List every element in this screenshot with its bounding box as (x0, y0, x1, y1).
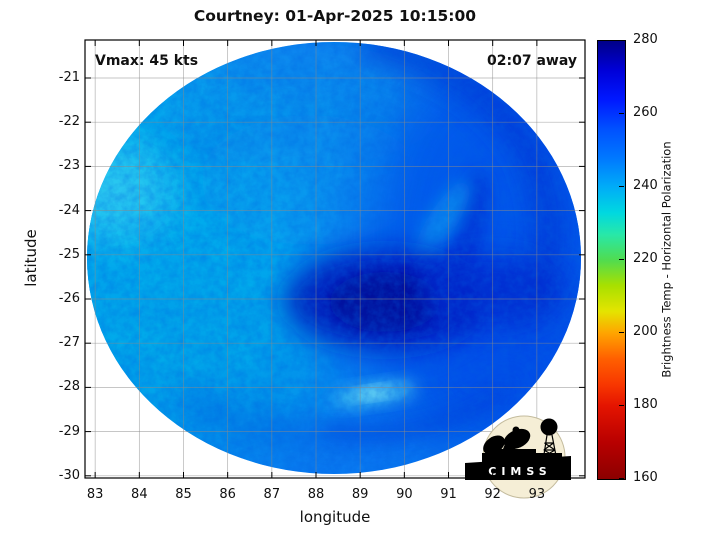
colorbar-tick-mark (619, 405, 624, 406)
y-tick-label: -24 (58, 202, 80, 218)
colorbar-tick-mark (619, 113, 624, 114)
x-tick-label: 92 (484, 487, 501, 502)
x-axis-label: longitude (299, 508, 371, 526)
y-tick-label: -26 (58, 290, 80, 306)
x-tick-label: 91 (440, 487, 457, 502)
y-tick-label: -29 (58, 423, 80, 439)
logo-banner (465, 456, 571, 480)
colorbar-tick-mark (619, 40, 624, 41)
colorbar-tick-label: 180 (633, 397, 658, 412)
colorbar-tick-label: 220 (633, 251, 658, 266)
logo-text: CIMSS (488, 465, 551, 478)
x-tick-label: 86 (219, 487, 236, 502)
colorbar-tick-label: 160 (633, 470, 658, 485)
time-away-annotation: 02:07 away (487, 53, 577, 69)
axis-tick-marks (85, 40, 585, 478)
x-tick-label: 83 (86, 487, 104, 502)
y-tick-label: -30 (58, 467, 80, 483)
x-tick-label: 84 (131, 487, 148, 502)
colorbar-tick-label: 200 (633, 324, 658, 339)
colorbar-tick-mark (619, 332, 624, 333)
colorbar-tick-mark (619, 478, 624, 479)
colorbar-tick-label: 280 (633, 32, 658, 47)
colorbar-tick-label: 240 (633, 178, 658, 193)
y-tick-label: -27 (58, 335, 80, 351)
x-tick-label: 88 (307, 487, 325, 502)
colorbar-tick-label: 260 (633, 105, 658, 120)
plot-border (84, 39, 586, 479)
colorbar-tick-mark (619, 259, 624, 260)
colorbar-tick-mark (619, 186, 624, 187)
x-tick-label: 93 (528, 487, 546, 502)
vmax-annotation: Vmax: 45 kts (95, 53, 199, 69)
storm-swath-image (87, 42, 581, 474)
y-tick-label: -23 (58, 158, 80, 174)
x-tick-label: 90 (396, 487, 413, 502)
y-tick-label: -28 (58, 379, 80, 395)
y-tick-label: -21 (58, 70, 80, 85)
plot-title: Courtney: 01-Apr-2025 10:15:00 (193, 7, 477, 25)
satellite-dishes-icon (482, 426, 562, 463)
y-tick-label: -25 (58, 246, 80, 262)
x-tick-label: 87 (263, 487, 281, 502)
x-tick-label: 85 (175, 487, 192, 502)
x-tick-label: 89 (351, 487, 369, 502)
grid (86, 41, 584, 477)
colorbar (597, 40, 626, 480)
y-tick-label: -22 (58, 114, 80, 130)
